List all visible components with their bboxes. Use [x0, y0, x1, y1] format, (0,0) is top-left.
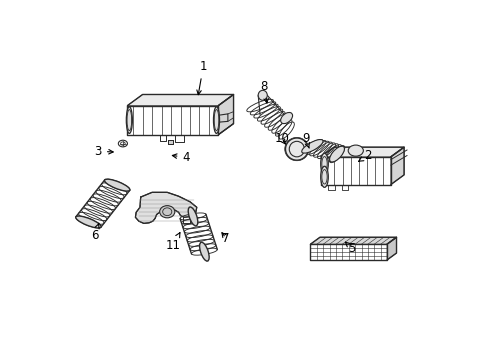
- Ellipse shape: [126, 107, 132, 134]
- Text: 1: 1: [197, 60, 206, 95]
- Text: 9: 9: [301, 132, 309, 148]
- Ellipse shape: [301, 139, 323, 153]
- Ellipse shape: [159, 206, 175, 218]
- Ellipse shape: [213, 107, 219, 134]
- Polygon shape: [168, 140, 173, 144]
- Ellipse shape: [104, 179, 130, 191]
- Text: 10: 10: [274, 132, 288, 145]
- Polygon shape: [127, 94, 233, 105]
- Ellipse shape: [188, 207, 197, 226]
- Ellipse shape: [329, 146, 344, 162]
- Ellipse shape: [280, 112, 292, 123]
- Text: 8: 8: [260, 80, 268, 103]
- Text: 7: 7: [222, 231, 229, 244]
- Text: 4: 4: [172, 151, 189, 164]
- Polygon shape: [218, 94, 233, 135]
- Ellipse shape: [285, 138, 307, 160]
- Polygon shape: [320, 147, 403, 157]
- Text: 11: 11: [165, 233, 180, 252]
- Text: 2: 2: [358, 149, 371, 162]
- Ellipse shape: [76, 216, 101, 228]
- Polygon shape: [310, 237, 396, 244]
- Text: 3: 3: [94, 145, 113, 158]
- Ellipse shape: [320, 166, 327, 187]
- Text: 5: 5: [345, 242, 355, 255]
- Polygon shape: [135, 192, 196, 223]
- Ellipse shape: [258, 90, 267, 100]
- Ellipse shape: [320, 153, 327, 174]
- Polygon shape: [386, 237, 396, 260]
- Ellipse shape: [199, 242, 209, 261]
- Ellipse shape: [347, 145, 363, 156]
- Text: 6: 6: [91, 223, 99, 242]
- Polygon shape: [390, 147, 403, 185]
